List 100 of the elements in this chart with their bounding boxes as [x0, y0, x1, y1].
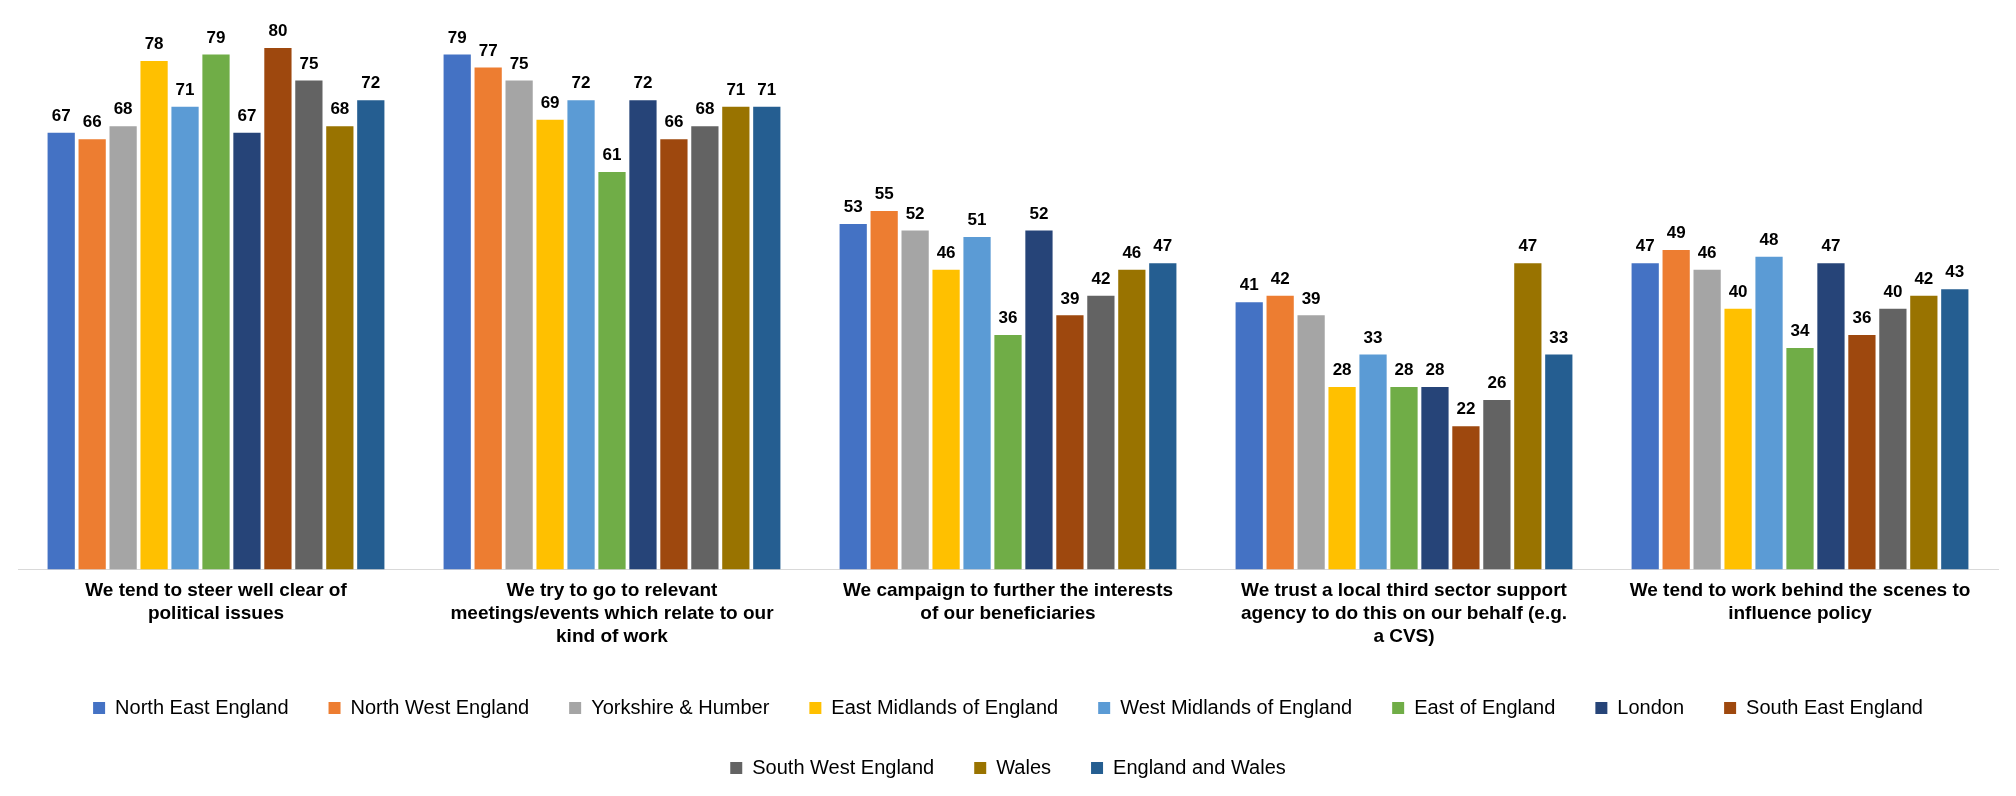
data-label: 69 — [540, 92, 560, 112]
data-label: 75 — [299, 53, 319, 73]
legend-label: East Midlands of England — [831, 695, 1059, 718]
legend-label: North West England — [350, 695, 530, 718]
data-label: 46 — [1122, 242, 1142, 262]
bar — [1452, 426, 1480, 570]
x-tick-label: We tend to work behind the scenes to influence policy — [1629, 579, 1971, 624]
data-label: 67 — [237, 105, 257, 125]
data-label: 28 — [1332, 360, 1352, 380]
bar — [994, 334, 1022, 570]
bar — [1724, 308, 1752, 570]
bar — [1755, 256, 1783, 570]
legend-label: South East England — [1746, 695, 1923, 718]
bar — [326, 126, 354, 570]
bar — [295, 80, 323, 570]
data-label: 71 — [726, 79, 746, 99]
data-label: 55 — [874, 184, 894, 204]
bar — [1328, 387, 1356, 570]
data-label: 43 — [1945, 262, 1965, 282]
bar — [171, 106, 199, 570]
bar — [567, 100, 595, 570]
data-label: 79 — [206, 27, 226, 47]
bar — [1514, 263, 1542, 570]
bar — [722, 106, 750, 570]
data-label: 72 — [361, 73, 381, 93]
bar — [1118, 269, 1146, 570]
bar — [901, 230, 929, 570]
legend-label: England and Wales — [1113, 755, 1286, 778]
bar — [1235, 302, 1263, 570]
bar — [1149, 263, 1177, 570]
bar — [1056, 315, 1084, 570]
bar — [932, 269, 960, 570]
bar — [691, 126, 719, 570]
x-tick-label: We campaign to further the interests of our beneficiaries — [842, 579, 1174, 624]
x-tick-label: We try to go to relevant meetings/events which relate to our kind of work — [450, 579, 775, 646]
data-label: 34 — [1790, 321, 1810, 341]
data-label: 39 — [1301, 288, 1321, 308]
bar — [1786, 347, 1814, 570]
data-label: 46 — [936, 242, 956, 262]
bar — [1848, 334, 1876, 570]
bar — [47, 132, 75, 570]
bar — [1910, 295, 1938, 570]
bar — [357, 100, 385, 570]
bar — [536, 119, 564, 570]
data-label: 36 — [998, 308, 1018, 328]
data-label: 72 — [571, 73, 591, 93]
data-label: 71 — [757, 79, 777, 99]
bar — [1631, 263, 1659, 570]
bar — [1879, 308, 1907, 570]
data-label: 42 — [1091, 268, 1111, 288]
bar — [1545, 354, 1573, 570]
data-label: 79 — [447, 27, 467, 47]
data-label: 67 — [51, 105, 71, 125]
bar — [753, 106, 781, 570]
bar — [1297, 315, 1325, 570]
bar — [202, 54, 230, 570]
data-label: 68 — [330, 99, 350, 119]
bar — [109, 126, 137, 570]
data-label: 22 — [1456, 399, 1476, 419]
data-label: 36 — [1852, 308, 1872, 328]
bar — [1817, 263, 1845, 570]
data-label: 77 — [478, 40, 498, 60]
bar — [963, 237, 991, 570]
data-label: 28 — [1394, 360, 1414, 380]
data-label: 52 — [1029, 203, 1049, 223]
bar — [1662, 250, 1690, 570]
data-label: 47 — [1821, 236, 1841, 256]
bar — [474, 67, 502, 570]
data-label: 47 — [1635, 236, 1655, 256]
data-label: 61 — [602, 145, 622, 165]
data-label: 40 — [1728, 281, 1748, 301]
data-label: 68 — [695, 99, 715, 119]
data-label: 66 — [664, 112, 684, 132]
bar — [443, 54, 471, 570]
bar — [598, 171, 626, 570]
bar — [1693, 269, 1721, 570]
data-label: 53 — [843, 197, 863, 217]
bar — [1359, 354, 1387, 570]
legend-label: North East England — [115, 695, 289, 718]
legend-label: East of England — [1414, 695, 1556, 718]
data-label: 75 — [509, 53, 529, 73]
bar — [1483, 400, 1511, 570]
bar — [1390, 387, 1418, 570]
x-tick-label: We tend to steer well clear of political issues — [85, 579, 348, 624]
bar — [1941, 289, 1969, 570]
bar — [140, 61, 168, 570]
legend-label: West Midlands of England — [1120, 695, 1353, 718]
data-label: 80 — [268, 21, 288, 41]
legend-label: Wales — [996, 755, 1052, 778]
data-label: 78 — [144, 34, 164, 54]
data-label: 47 — [1518, 236, 1538, 256]
bar — [1087, 295, 1115, 570]
data-label: 40 — [1883, 281, 1903, 301]
legend-label: London — [1617, 695, 1685, 718]
bar — [1025, 230, 1053, 570]
bar — [870, 211, 898, 570]
data-label: 42 — [1270, 268, 1290, 288]
data-label: 71 — [175, 79, 195, 99]
data-label: 39 — [1060, 288, 1080, 308]
bar — [839, 224, 867, 570]
